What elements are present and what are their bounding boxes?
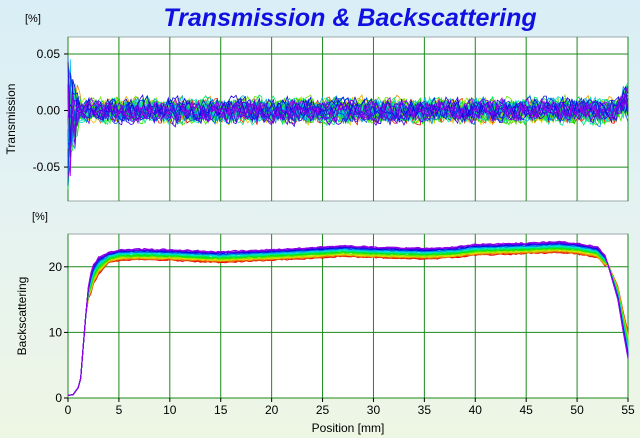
y-tick-label: 0.05 (37, 47, 61, 61)
x-tick-label: 40 (469, 403, 483, 417)
x-tick-label: 20 (265, 403, 279, 417)
backscattering-plot-area (67, 233, 629, 399)
y-tick-label: -0.05 (33, 160, 61, 174)
transmission-series-line (67, 91, 629, 146)
backscattering-unit-label: [%] (32, 211, 48, 223)
backscattering-panel: [%] 20 10 0 0 5 10 15 20 25 30 35 40 45 50 55 Backsca… (15, 211, 635, 435)
x-tick-label: 10 (163, 403, 177, 417)
chart-title: Transmission & Backscattering (163, 4, 536, 32)
backscattering-y-axis-label: Backscattering (15, 277, 29, 356)
x-tick-label: 50 (570, 403, 584, 417)
y-tick-label: 20 (49, 260, 63, 274)
backscattering-series (67, 240, 629, 396)
x-tick-label: 25 (316, 403, 330, 417)
y-tick-label: 10 (49, 325, 63, 339)
backscattering-x-ticks: 0 5 10 15 20 25 30 35 40 45 50 55 (65, 398, 635, 417)
backscattering-series-line (67, 240, 629, 396)
transmission-series (67, 56, 629, 190)
backscattering-y-ticks: 20 10 0 (49, 260, 68, 405)
backscattering-x-axis-label: Position [mm] (312, 421, 385, 435)
x-tick-label: 55 (621, 403, 635, 417)
transmission-unit-label: [%] (25, 13, 41, 25)
x-tick-label: 0 (65, 403, 72, 417)
transmission-series-line (67, 96, 629, 178)
transmission-series-line (67, 86, 629, 155)
transmission-y-ticks: 0.05 0.00 -0.05 (33, 47, 68, 174)
transmission-panel: [%] 0.05 0.00 -0.05 Transmission (4, 13, 629, 202)
x-tick-label: 35 (418, 403, 432, 417)
x-tick-label: 5 (116, 403, 123, 417)
y-tick-label: 0.00 (37, 104, 61, 118)
x-tick-label: 45 (520, 403, 534, 417)
x-tick-label: 30 (367, 403, 381, 417)
transmission-y-axis-label: Transmission (4, 84, 18, 155)
backscattering-series-line (67, 241, 629, 396)
y-tick-label: 0 (55, 391, 62, 405)
backscattering-gridlines (67, 234, 629, 399)
x-tick-label: 15 (214, 403, 228, 417)
transmission-series-line (67, 85, 629, 177)
